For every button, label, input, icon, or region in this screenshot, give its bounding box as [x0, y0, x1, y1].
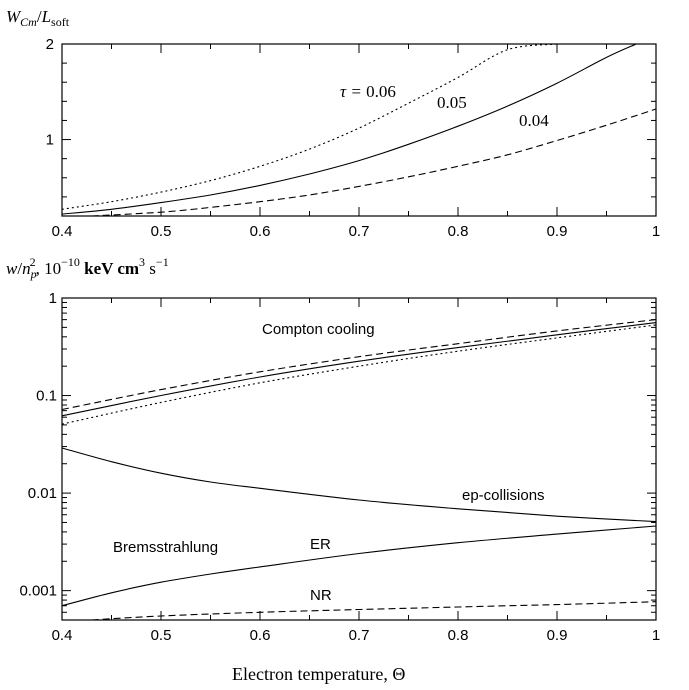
x-tick-label: 0.7 — [349, 627, 370, 644]
x-axis-label: Electron temperature, Θ — [232, 664, 405, 684]
x-tick-label: 0.4 — [52, 223, 73, 240]
panel0-series-line-1 — [61, 43, 637, 215]
tau-label-006: τ = 0.06 — [340, 82, 396, 101]
ylabel-np: n — [22, 259, 31, 278]
bottom-curves — [61, 319, 657, 621]
ylabel-exp: −10 — [61, 255, 80, 269]
ylabel-rest: , 10 — [36, 259, 62, 278]
x-tick-label: 0.6 — [250, 627, 271, 644]
er-label: ER — [310, 536, 331, 553]
xlabel-sym: Θ — [392, 664, 405, 684]
ylabel-kev: keV cm — [80, 259, 139, 278]
y-tick-label: 1 — [49, 290, 57, 307]
compton-cooling-label: Compton cooling — [262, 321, 375, 338]
tau-006: 0.06 — [366, 82, 396, 101]
panel1-series-line-0 — [61, 319, 657, 411]
x-tick-label: 1 — [652, 627, 660, 644]
ylabel-sym2: L — [41, 7, 51, 26]
top-ticks: 0.4 0.5 0.6 0.7 0.8 0.9 1 1 2 — [46, 36, 661, 240]
y-tick-label: 0.1 — [36, 388, 57, 405]
x-tick-label: 0.9 — [547, 223, 568, 240]
x-tick-label: 0.8 — [448, 223, 469, 240]
panel0-series-line-0 — [61, 43, 558, 210]
top-y-axis-label: WCm/Lsoft — [6, 7, 70, 29]
x-tick-label: 0.5 — [151, 627, 172, 644]
y-tick-label: 2 — [46, 36, 54, 53]
y-tick-label: 1 — [46, 132, 54, 149]
panel1-series-line-3 — [61, 447, 657, 523]
top-panel: 0.4 0.5 0.6 0.7 0.8 0.9 1 1 2 WCm/Lsoft τ = 0.06… — [6, 7, 660, 240]
x-tick-label: 1 — [652, 223, 660, 240]
bottom-ticks: 0.4 0.5 0.6 0.7 0.8 0.9 1 0.001 0.01 0.1 1 — [19, 290, 660, 644]
panel1-series-line-5 — [91, 601, 657, 621]
y-tick-label: 0.01 — [28, 485, 57, 502]
top-plot-frame — [61, 43, 657, 217]
panel1-series-line-4 — [61, 525, 657, 607]
panel1-series-line-1 — [61, 322, 657, 417]
ylabel-slash: / — [37, 7, 42, 26]
bottom-y-axis-label: w/np2, 10−10 keV cm3 s−1 — [6, 255, 169, 281]
ylabel-np-sub: p — [30, 267, 37, 281]
ylabel-sub: Cm — [20, 15, 37, 29]
ylabel-sym: W — [6, 7, 22, 26]
top-curves — [61, 43, 657, 217]
x-tick-label: 0.7 — [349, 223, 370, 240]
y-tick-label: 0.001 — [19, 583, 57, 600]
panel0-series-line-2 — [91, 108, 657, 217]
tau-label-005: 0.05 — [437, 93, 467, 112]
ylabel-sub2: soft — [51, 15, 70, 29]
x-tick-label: 0.9 — [547, 627, 568, 644]
ep-collisions-label: ep-collisions — [462, 487, 545, 504]
x-tick-label: 0.4 — [52, 627, 73, 644]
xlabel-text: Electron temperature, — [232, 664, 392, 684]
ylabel-w: w — [6, 259, 18, 278]
ylabel-np-sup: 2 — [30, 255, 36, 269]
ylabel-s: s — [145, 259, 156, 278]
tau-label-004: 0.04 — [519, 111, 549, 130]
bremsstrahlung-label: Bremsstrahlung — [113, 539, 218, 556]
nr-label: NR — [310, 587, 332, 604]
x-tick-label: 0.8 — [448, 627, 469, 644]
ylabel-cm-sup: 3 — [139, 255, 145, 269]
bottom-plot-frame — [61, 297, 657, 621]
panel1-series-line-2 — [61, 324, 657, 425]
ylabel-s-sup: −1 — [156, 255, 169, 269]
x-tick-label: 0.6 — [250, 223, 271, 240]
x-tick-label: 0.5 — [151, 223, 172, 240]
tau-prefix: τ = — [340, 82, 366, 101]
